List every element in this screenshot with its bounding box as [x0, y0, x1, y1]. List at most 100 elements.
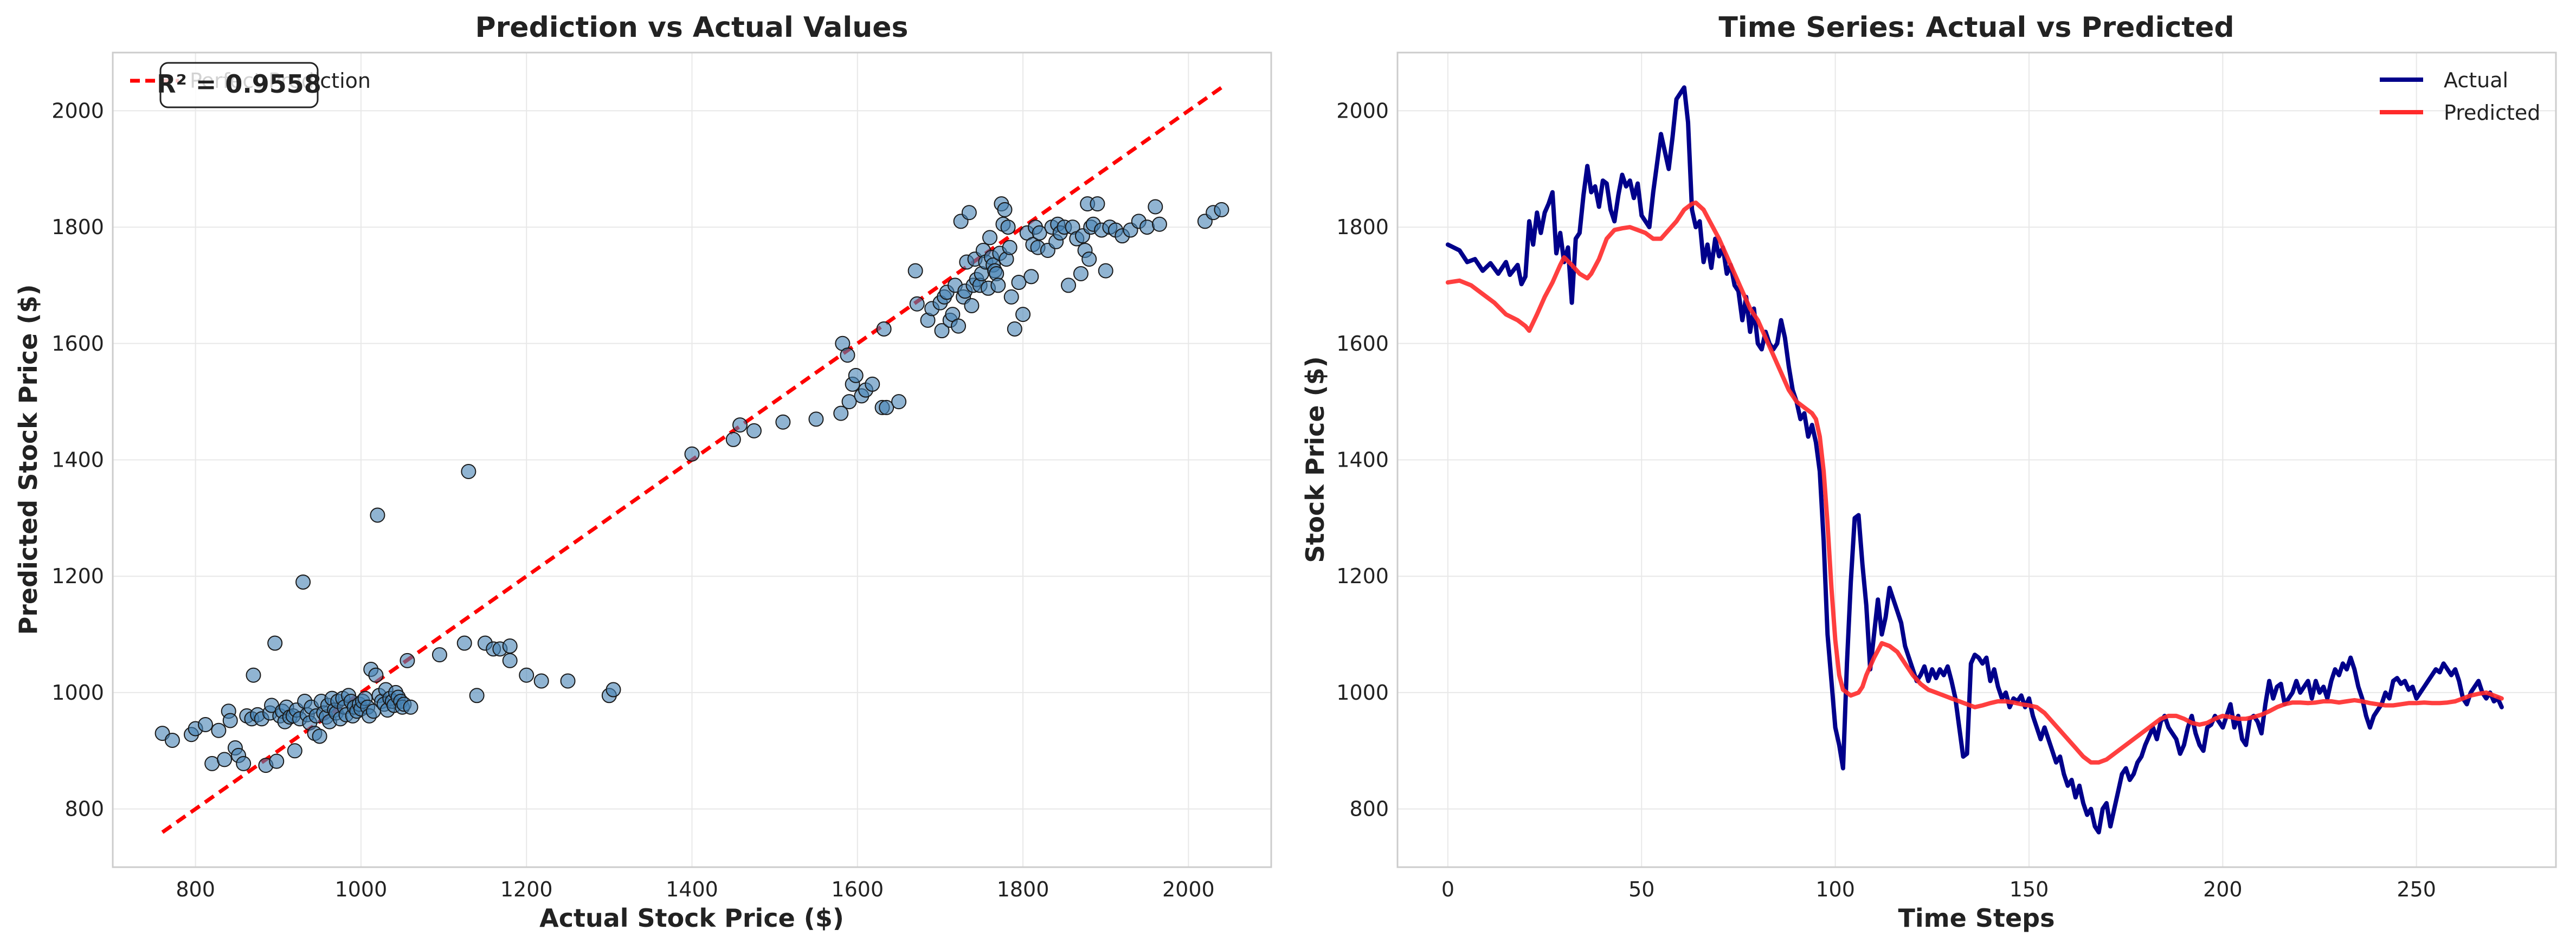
scatter-point — [560, 673, 576, 689]
scatter-point — [267, 635, 283, 651]
timeseries-x-tick-label: 150 — [2010, 877, 2049, 901]
series-line-predicted — [1445, 201, 2504, 765]
legend-actual-label: Actual — [2444, 68, 2508, 92]
timeseries-x-tick-label: 250 — [2397, 877, 2436, 901]
timeseries-y-axis-label: Stock Price ($) — [1300, 356, 1330, 563]
scatter-point — [1007, 321, 1022, 337]
scatter-point — [1003, 289, 1019, 305]
timeseries-x-tick-label: 200 — [2203, 877, 2243, 901]
scatter-point — [295, 574, 311, 590]
r-squared-annotation: R² = 0.9558 — [157, 62, 321, 108]
scatter-point — [684, 446, 700, 462]
series-line-actual — [1445, 85, 2504, 835]
scatter-point — [1000, 220, 1016, 235]
scatter-point — [1090, 196, 1105, 212]
scatter-point — [222, 713, 238, 728]
scatter-point — [775, 414, 791, 430]
scatter-point — [746, 423, 762, 438]
scatter-point — [1081, 251, 1097, 267]
scatter-point — [312, 728, 327, 744]
scatter-point — [848, 367, 864, 383]
scatter-point — [1011, 275, 1027, 290]
scatter-y-tick-labels: 800 1000 1200 1400 1600 1800 2000 — [51, 99, 104, 821]
timeseries-y-tick-label: 1000 — [1336, 681, 1389, 705]
scatter-point — [403, 699, 418, 715]
scatter-x-axis-label: Actual Stock Price ($) — [539, 903, 844, 933]
scatter-title: Prediction vs Actual Values — [475, 11, 909, 44]
legend-predicted-label: Predicted — [2444, 101, 2540, 125]
scatter-y-tick-label: 800 — [65, 797, 104, 821]
scatter-x-tick-label: 1800 — [997, 877, 1049, 901]
scatter-point — [502, 653, 518, 668]
scatter-point — [879, 399, 894, 415]
scatter-point — [934, 323, 950, 339]
scatter-point — [519, 667, 534, 683]
scatter-y-tick-label: 1800 — [51, 215, 104, 239]
timeseries-legend: Actual Predicted — [2380, 68, 2540, 125]
timeseries-y-tick-label: 1600 — [1336, 332, 1389, 356]
timeseries-x-tick-labels: 0 50 100 150 200 250 — [1441, 877, 2436, 901]
scatter-point — [1061, 277, 1077, 293]
r-squared-box — [159, 62, 319, 108]
scatter-x-tick-labels: 800 1000 1200 1400 1600 1800 2000 — [176, 877, 1214, 901]
scatter-x-tick-label: 1000 — [335, 877, 388, 901]
scatter-point — [1214, 202, 1229, 217]
scatter-point — [833, 405, 849, 421]
scatter-point — [533, 673, 549, 689]
timeseries-title: Time Series: Actual vs Predicted — [1718, 11, 2234, 44]
r-squared-text: R² = 0.9558 — [157, 69, 321, 99]
timeseries-y-tick-label: 1800 — [1336, 215, 1389, 239]
scatter-y-tick-label: 1400 — [51, 448, 104, 472]
scatter-point — [961, 205, 977, 221]
scatter-point — [370, 507, 385, 523]
scatter-point — [1002, 240, 1017, 255]
scatter-x-tick-label: 1600 — [831, 877, 884, 901]
scatter-point — [907, 263, 923, 279]
scatter-point — [236, 756, 252, 771]
scatter-point — [725, 431, 741, 447]
scatter-point — [808, 411, 824, 427]
scatter-x-tick-label: 2000 — [1162, 877, 1215, 901]
timeseries-grid — [1398, 53, 2556, 867]
timeseries-x-tick-label: 0 — [1441, 877, 1454, 901]
scatter-point — [982, 230, 998, 246]
scatter-y-tick-label: 1200 — [51, 564, 104, 588]
scatter-point — [456, 635, 472, 651]
scatter-y-axis-label: Predicted Stock Price ($) — [14, 285, 43, 635]
timeseries-y-tick-label: 1400 — [1336, 448, 1389, 472]
scatter-x-tick-label: 1400 — [666, 877, 718, 901]
scatter-point — [469, 688, 485, 703]
timeseries-y-tick-labels: 800 1000 1200 1400 1600 1800 2000 — [1336, 99, 1389, 821]
scatter-point — [964, 298, 980, 314]
scatter-point — [246, 667, 261, 683]
scatter-point — [400, 653, 415, 668]
scatter-point — [1032, 225, 1047, 241]
scatter-point — [909, 296, 925, 312]
scatter-point — [1098, 263, 1113, 279]
scatter-point — [891, 394, 907, 410]
scatter-point — [502, 638, 518, 654]
scatter-point — [606, 682, 621, 698]
scatter-point — [990, 277, 1006, 293]
scatter-point — [1023, 269, 1039, 285]
scatter-point — [432, 647, 447, 663]
scatter-point — [1015, 307, 1031, 322]
scatter-point — [841, 394, 857, 410]
timeseries-x-axis-label: Time Steps — [1898, 903, 2055, 933]
scatter-panel: 800 1000 1200 1400 1600 1800 2000 800 1000 1200 1… — [14, 11, 1272, 933]
scatter-point — [1139, 220, 1155, 235]
timeseries-panel: 0 50 100 150 200 250 800 1000 1200 1400 1600 1800 2… — [1300, 11, 2557, 933]
timeseries-plot-frame — [1396, 51, 2557, 868]
scatter-point — [287, 743, 302, 759]
scatter-point — [997, 202, 1013, 217]
scatter-y-tick-label: 2000 — [51, 99, 104, 122]
scatter-plot-frame — [112, 51, 1272, 868]
scatter-point — [368, 667, 384, 683]
timeseries-x-tick-label: 50 — [1628, 877, 1654, 901]
timeseries-y-tick-label: 2000 — [1336, 99, 1389, 122]
timeseries-lines — [1445, 85, 2504, 835]
scatter-point — [461, 463, 476, 479]
timeseries-x-tick-label: 100 — [1815, 877, 1855, 901]
scatter-x-tick-label: 800 — [176, 877, 215, 901]
